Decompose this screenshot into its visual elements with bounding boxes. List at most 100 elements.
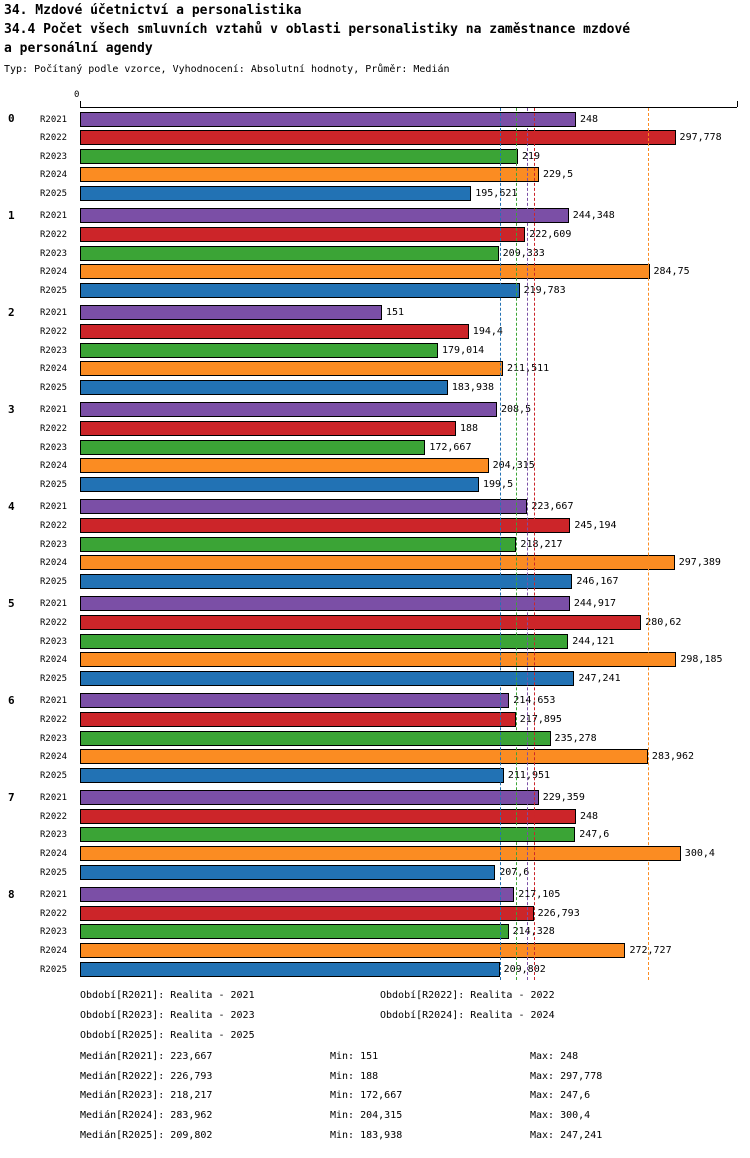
bar-r2022 xyxy=(80,711,516,727)
series-label: R2021 xyxy=(40,308,68,319)
series-label: R2023 xyxy=(40,636,68,647)
bar-row: R2024 297,389 xyxy=(0,554,750,573)
x-axis-zero-label: 0 xyxy=(74,90,80,100)
series-label: R2021 xyxy=(40,599,68,610)
series-label: R2021 xyxy=(40,502,68,513)
bar-row: R2021 244,348 xyxy=(0,207,750,226)
bar-row: R2022 194,4 xyxy=(0,323,750,342)
bar-row: R2025 247,241 xyxy=(0,669,750,688)
series-label: R2025 xyxy=(40,479,68,490)
bar-r2021 xyxy=(80,596,570,612)
bar-value-label: 209,333 xyxy=(502,247,545,259)
bar-row: R2025 211,951 xyxy=(0,766,750,785)
bar-group: 0 R2021 248 R2022 297,778 R2023 219 R2024 229,5 R… xyxy=(0,110,750,203)
bar-value-label: 218,217 xyxy=(520,538,563,550)
bar-row: R2022 226,793 xyxy=(0,904,750,923)
stat-min: Min: 204,315 xyxy=(330,1110,403,1122)
x-axis-line xyxy=(80,107,737,108)
series-label: R2021 xyxy=(40,114,68,125)
series-label: R2023 xyxy=(40,830,68,841)
bar-group: 5 R2021 244,917 R2022 280,62 R2023 244,121 R202… xyxy=(0,595,750,688)
bar-row: R2021 214,653 xyxy=(0,692,750,711)
bar-row: R2021 248 xyxy=(0,110,750,129)
bar-value-label: 223,667 xyxy=(531,501,574,513)
bar-r2025 xyxy=(80,379,448,395)
bar-r2022 xyxy=(80,421,456,436)
bar-row: R2022 222,609 xyxy=(0,226,750,245)
series-label: R2025 xyxy=(40,770,68,781)
x-axis-left-tick xyxy=(80,101,81,107)
bar-r2021 xyxy=(80,887,515,903)
bar-row: R2022 297,778 xyxy=(0,129,750,148)
bar-r2023 xyxy=(80,536,517,552)
bar-row: R2024 272,727 xyxy=(0,942,750,961)
stat-max: Max: 247,6 xyxy=(530,1090,591,1102)
group-label: 4 xyxy=(8,499,15,513)
bar-r2022 xyxy=(80,227,526,243)
bar-r2024 xyxy=(80,167,539,183)
bar-r2021 xyxy=(80,693,510,709)
bar-value-label: 229,359 xyxy=(542,792,585,804)
bar-value-label: 297,778 xyxy=(679,132,722,144)
series-label: R2023 xyxy=(40,733,68,744)
bar-value-label: 199,5 xyxy=(483,478,514,490)
series-label: R2022 xyxy=(40,520,68,531)
bar-row: R2022 248 xyxy=(0,807,750,826)
bar-row: R2025 183,938 xyxy=(0,378,750,397)
bar-row: R2022 217,895 xyxy=(0,710,750,729)
bar-row: R2021 217,105 xyxy=(0,886,750,905)
stat-median: Medián[R2025]: 209,802 xyxy=(80,1129,213,1141)
series-label: R2022 xyxy=(40,133,68,144)
series-label: R2024 xyxy=(40,364,68,375)
report-title-line3: a personální agendy xyxy=(4,41,153,56)
bar-r2024 xyxy=(80,846,681,862)
group-label: 0 xyxy=(8,112,15,125)
series-label: R2025 xyxy=(40,673,68,684)
legend-item: Období[R2024]: Realita - 2024 xyxy=(380,1010,555,1021)
bar-r2024 xyxy=(80,555,675,571)
bar-value-label: 183,938 xyxy=(451,381,495,393)
stat-min: Min: 151 xyxy=(330,1051,379,1062)
bar-r2025 xyxy=(80,185,472,201)
bar-row: R2023 172,667 xyxy=(0,438,750,457)
bar-value-label: 300,4 xyxy=(684,848,715,860)
series-label: R2023 xyxy=(40,248,68,259)
bar-value-label: 172,667 xyxy=(429,441,472,453)
series-label: R2025 xyxy=(40,285,68,296)
bar-row: R2023 244,121 xyxy=(0,632,750,651)
bar-row: R2023 247,6 xyxy=(0,826,750,845)
series-label: R2024 xyxy=(40,267,68,278)
stat-median: Medián[R2023]: 218,217 xyxy=(80,1090,213,1102)
bar-r2023 xyxy=(80,342,439,358)
bar-value-label: 245,194 xyxy=(574,519,617,531)
bar-value-label: 298,185 xyxy=(680,654,723,666)
report-subtitle: Typ: Počítaný podle vzorce, Vyhodnocení:… xyxy=(4,64,450,75)
stat-min: Min: 188 xyxy=(330,1070,379,1082)
bar-r2023 xyxy=(80,633,569,649)
bar-r2023 xyxy=(80,827,576,843)
stat-median: Medián[R2021]: 223,667 xyxy=(80,1051,213,1062)
bar-value-label: 247,6 xyxy=(579,829,610,841)
bar-r2025 xyxy=(80,864,496,880)
stat-max: Max: 248 xyxy=(530,1051,579,1062)
bar-row: R2024 300,4 xyxy=(0,845,750,864)
bar-value-label: 214,328 xyxy=(512,926,555,938)
series-label: R2024 xyxy=(40,655,68,666)
bar-value-label: 244,917 xyxy=(573,598,616,610)
series-label: R2021 xyxy=(40,211,68,222)
bar-row: R2024 229,5 xyxy=(0,166,750,185)
bar-value-label: 188 xyxy=(460,423,479,434)
bar-row: R2023 235,278 xyxy=(0,729,750,748)
series-label: R2024 xyxy=(40,946,68,957)
bar-value-label: 217,895 xyxy=(519,713,562,725)
bar-r2025 xyxy=(80,476,479,492)
report-title-line2: 34.4 Počet všech smluvních vztahů v obla… xyxy=(4,22,631,37)
bar-row: R2022 188 xyxy=(0,420,750,439)
bar-value-label: 272,727 xyxy=(629,945,672,957)
series-label: R2022 xyxy=(40,617,68,628)
bar-r2021 xyxy=(80,111,576,127)
bar-row: R2025 195,621 xyxy=(0,184,750,203)
series-label: R2023 xyxy=(40,927,68,938)
bar-value-label: 214,653 xyxy=(513,695,556,707)
bar-group: 7 R2021 229,359 R2022 248 R2023 247,6 R2024 300,… xyxy=(0,789,750,882)
